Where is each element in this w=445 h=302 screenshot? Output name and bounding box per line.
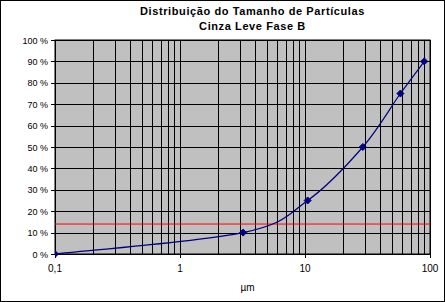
- y-tick-label: 100 %: [22, 36, 48, 46]
- y-tick: [51, 168, 55, 169]
- plot-border: [55, 40, 430, 254]
- subtitle: Cinza Leve Fase B: [199, 20, 306, 32]
- y-tick: [51, 147, 55, 148]
- y-grid-line: [55, 83, 430, 84]
- y-tick: [51, 126, 55, 127]
- y-grid-line: [55, 126, 430, 127]
- y-tick-label: 0 %: [32, 250, 48, 260]
- y-tick: [51, 233, 55, 234]
- marker: [359, 144, 366, 151]
- y-tick-label: 20 %: [27, 207, 48, 217]
- y-tick: [51, 61, 55, 62]
- x-tick-label: 0,1: [48, 263, 62, 274]
- y-grid-line: [55, 104, 430, 105]
- y-tick: [51, 254, 55, 255]
- marker: [397, 90, 404, 97]
- marker: [421, 58, 428, 65]
- x-axis-label: µm: [240, 282, 254, 293]
- y-tick: [51, 190, 55, 191]
- y-grid-line: [55, 168, 430, 169]
- y-tick-label: 70 %: [27, 100, 48, 110]
- y-tick-label: 10 %: [27, 228, 48, 238]
- plot-area: [55, 40, 430, 254]
- marks: [55, 58, 430, 258]
- y-tick-label: 60 %: [27, 121, 48, 131]
- y-grid-line: [55, 61, 430, 62]
- x-tick-label: 1: [177, 263, 183, 274]
- y-tick: [51, 104, 55, 105]
- y-tick: [51, 211, 55, 212]
- y-grid-line: [55, 211, 430, 212]
- marker: [304, 197, 311, 204]
- x-tick: [430, 254, 431, 258]
- title: Distribuição do Tamanho de Partículas: [140, 5, 365, 17]
- chart: Distribuição do Tamanho de Partículas Cin…: [0, 0, 445, 302]
- y-tick-label: 50 %: [27, 143, 48, 153]
- y-tick-label: 90 %: [27, 57, 48, 67]
- y-tick-label: 30 %: [27, 185, 48, 195]
- y-grid-line: [55, 147, 430, 148]
- y-tick: [51, 40, 55, 41]
- y-tick-label: 40 %: [27, 164, 48, 174]
- x-tick-label: 10: [299, 263, 311, 274]
- marker: [240, 229, 247, 236]
- y-grid-line: [55, 190, 430, 191]
- series-line: [55, 61, 424, 254]
- marker: [55, 251, 59, 258]
- frame: [1, 1, 445, 302]
- x-tick-label: 100: [422, 263, 439, 274]
- y-tick: [51, 83, 55, 84]
- reference-line: [55, 224, 430, 225]
- y-tick-label: 80 %: [27, 78, 48, 88]
